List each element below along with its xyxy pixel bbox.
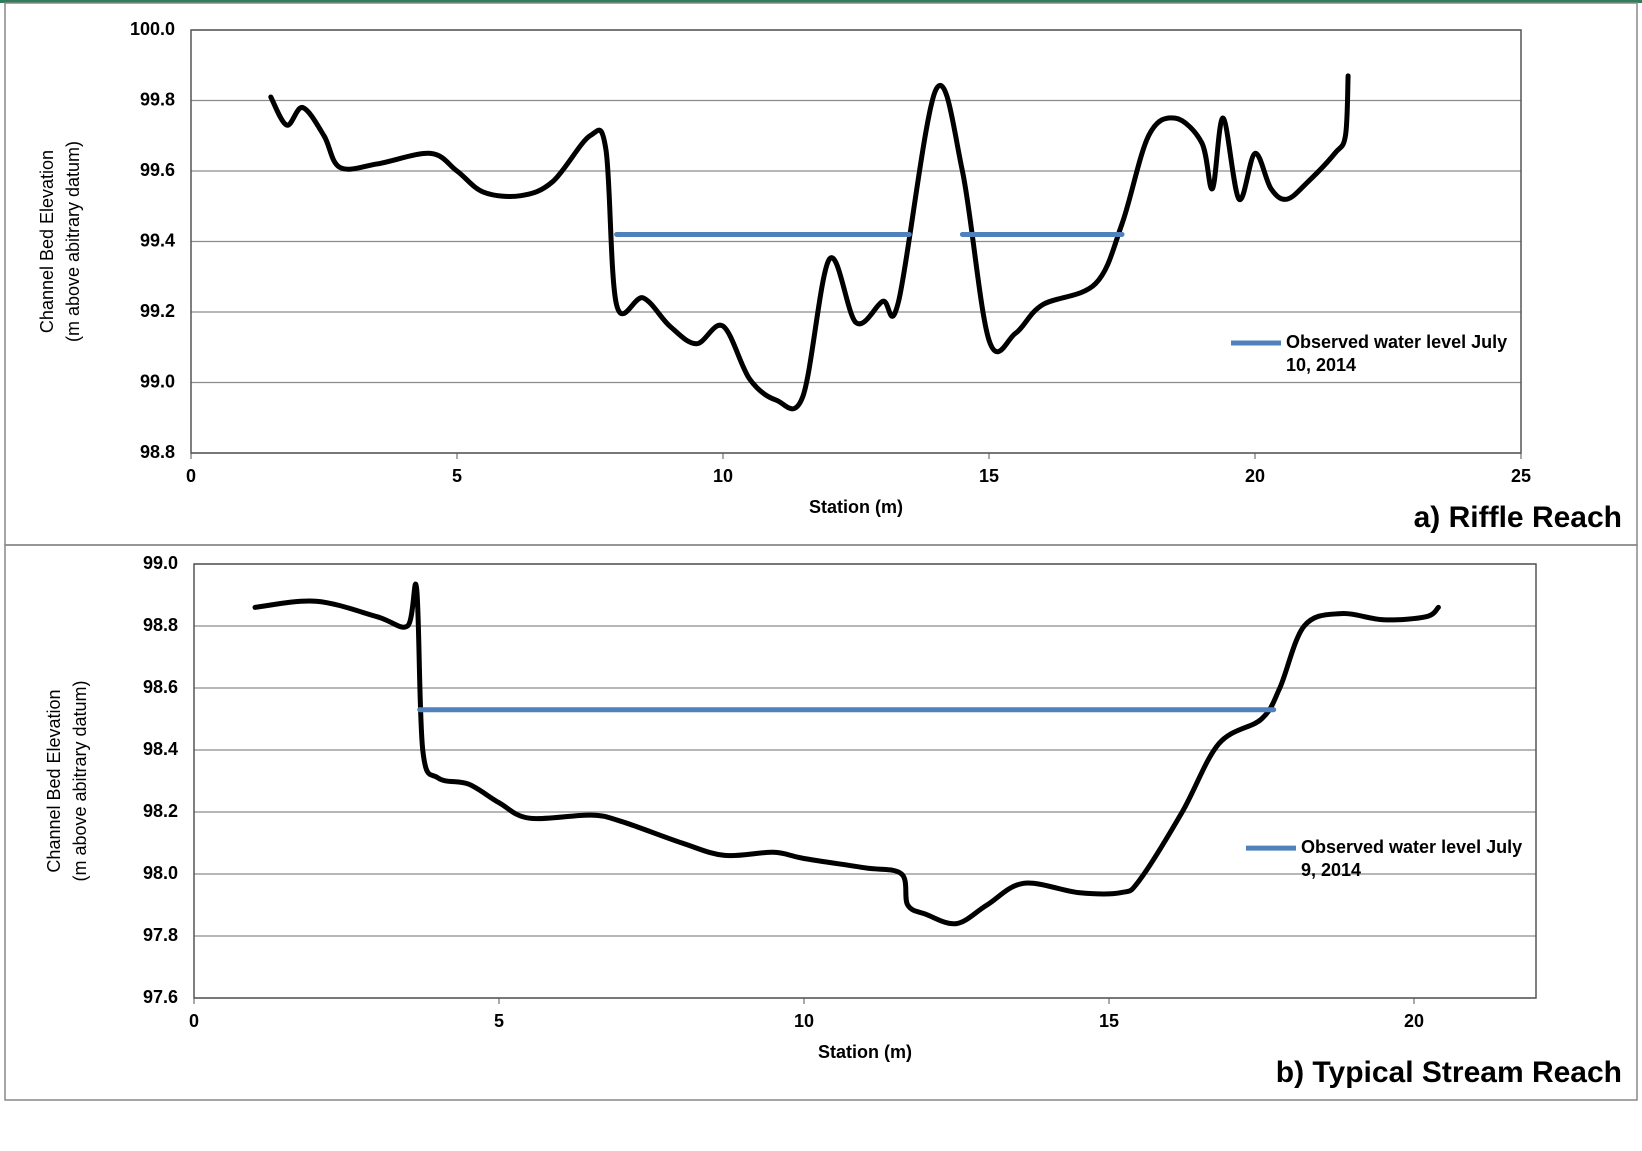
- legend-label: Observed water level July 10, 2014: [1286, 332, 1508, 376]
- y-tick-label: 99.0: [140, 371, 175, 391]
- x-tick-label: 20: [1245, 466, 1265, 486]
- x-axis-label: Station (m): [809, 497, 903, 517]
- y-tick-label: 99.4: [140, 230, 175, 250]
- x-tick-label: 0: [186, 466, 196, 486]
- panel-label: b) Typical Stream Reach: [1276, 1056, 1622, 1089]
- y-tick-label: 99.8: [140, 89, 175, 109]
- y-axis-label: (m above abitrary datum): [63, 141, 83, 342]
- legend-label: Observed water level July 9, 2014: [1301, 837, 1523, 881]
- x-tick-label: 0: [189, 1011, 199, 1031]
- y-tick-label: 98.2: [143, 801, 178, 821]
- x-tick-label: 20: [1404, 1011, 1424, 1031]
- x-tick-label: 15: [1099, 1011, 1119, 1031]
- y-tick-label: 98.8: [143, 615, 178, 635]
- data-line: [268, 73, 1351, 412]
- y-tick-label: 100.0: [130, 19, 175, 39]
- y-axis-label: Channel Bed Elevation: [44, 689, 64, 872]
- y-tick-label: 98.8: [140, 442, 175, 462]
- y-tick-label: 99.2: [140, 301, 175, 321]
- y-tick-label: 98.4: [143, 739, 178, 759]
- top-strip: [0, 0, 1642, 3]
- plot-frame: [190, 29, 1522, 454]
- y-tick-label: 99.0: [143, 553, 178, 573]
- y-tick-label: 98.6: [143, 677, 178, 697]
- y-axis-label: Channel Bed Elevation: [37, 150, 57, 333]
- x-tick-label: 10: [794, 1011, 814, 1031]
- x-tick-label: 25: [1511, 466, 1531, 486]
- x-tick-label: 15: [979, 466, 999, 486]
- y-tick-label: 99.6: [140, 160, 175, 180]
- y-tick-label: 97.8: [143, 925, 178, 945]
- x-tick-label: 5: [494, 1011, 504, 1031]
- y-axis-label: (m above abitrary datum): [70, 680, 90, 881]
- x-tick-label: 5: [452, 466, 462, 486]
- panel-frame: [4, 2, 1638, 546]
- x-tick-label: 10: [713, 466, 733, 486]
- x-axis-label: Station (m): [818, 1042, 912, 1062]
- panel-frame: [4, 544, 1638, 1101]
- y-tick-label: 98.0: [143, 863, 178, 883]
- y-tick-label: 97.6: [143, 987, 178, 1007]
- plot-frame: [193, 563, 1537, 999]
- data-line: [252, 581, 1441, 927]
- panel-label: a) Riffle Reach: [1414, 501, 1622, 534]
